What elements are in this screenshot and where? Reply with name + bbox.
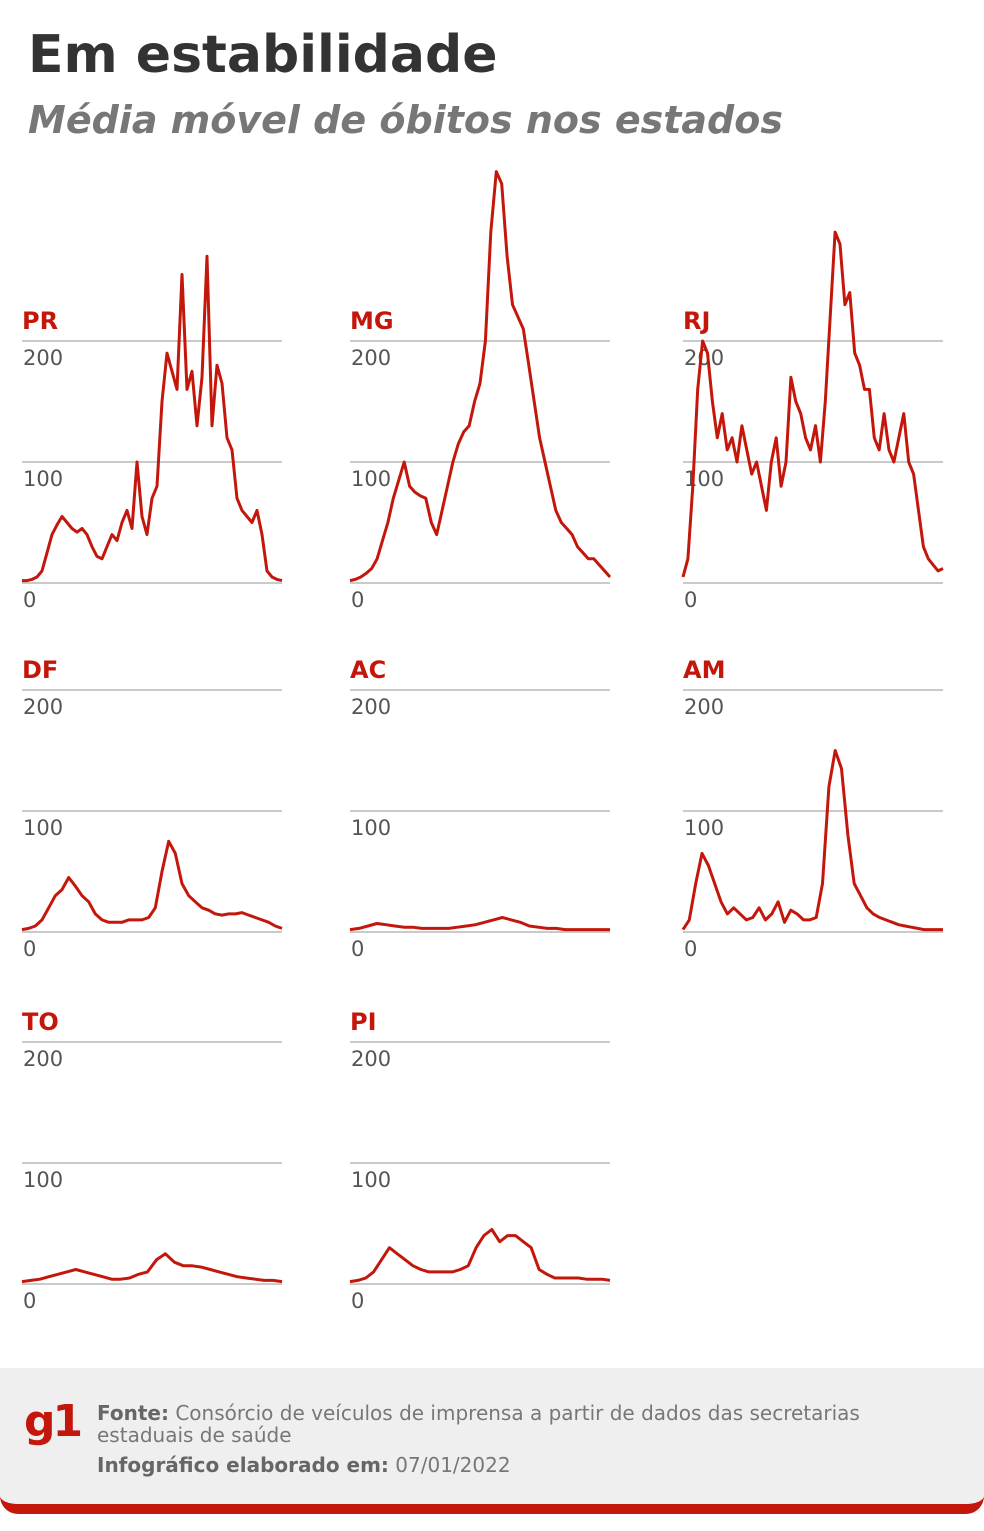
panel-title: DF (22, 656, 58, 684)
y-tick-label: 100 (23, 1168, 63, 1192)
y-tick-label: 100 (23, 816, 63, 840)
y-tick-label: 100 (351, 816, 391, 840)
date-label: Infográfico elaborado em: (97, 1453, 389, 1477)
subtitle: Média móvel de óbitos nos estados (28, 98, 783, 142)
logo: g1 (24, 1396, 83, 1447)
footer-text: Fonte: Consórcio de veículos de imprensa… (97, 1402, 937, 1476)
y-tick-label: 200 (23, 695, 63, 719)
y-tick-label: 0 (23, 588, 36, 612)
line (349, 170, 612, 583)
panel-title: AC (350, 656, 386, 684)
y-tick-label: 0 (684, 588, 697, 612)
line (681, 749, 943, 932)
y-tick-label: 100 (351, 1168, 391, 1192)
y-tick-label: 200 (351, 346, 391, 370)
y-tick-label: 0 (351, 588, 364, 612)
source: Consórcio de veículos de imprensa a part… (97, 1401, 860, 1447)
y-tick-label: 200 (684, 695, 724, 719)
chart: Em estabilidade Média móvel de óbitos no… (21, 25, 944, 1313)
y-tick-label: 200 (351, 1047, 391, 1071)
y-tick-label: 100 (23, 467, 63, 491)
y-tick-label: 100 (684, 816, 724, 840)
panel-title: PI (350, 1008, 377, 1036)
y-tick-label: 100 (684, 467, 724, 491)
panel-title: RJ (683, 307, 710, 335)
panel-title: PR (22, 307, 58, 335)
footer: g1 Fonte: Consórcio de veículos de impre… (0, 1368, 984, 1514)
y-tick-label: 0 (23, 1289, 36, 1313)
y-tick-label: 0 (351, 937, 364, 961)
line (349, 1228, 611, 1284)
title: Em estabilidade (28, 25, 497, 85)
date: 07/01/2022 (395, 1453, 511, 1477)
panel-title: AM (683, 656, 725, 684)
source-label: Fonte: (97, 1401, 169, 1425)
y-tick-label: 200 (351, 695, 391, 719)
line (21, 839, 283, 932)
y-tick-label: 0 (684, 937, 697, 961)
y-tick-label: 0 (351, 1289, 364, 1313)
line (681, 230, 944, 578)
y-tick-label: 200 (684, 346, 724, 370)
panel-title: MG (350, 307, 394, 335)
y-tick-label: 200 (23, 1047, 63, 1071)
y-tick-label: 200 (23, 346, 63, 370)
line (21, 1252, 283, 1284)
line (349, 916, 610, 932)
line (22, 254, 283, 583)
y-tick-label: 0 (23, 937, 36, 961)
y-tick-label: 100 (351, 467, 391, 491)
panel-title: TO (22, 1008, 59, 1036)
